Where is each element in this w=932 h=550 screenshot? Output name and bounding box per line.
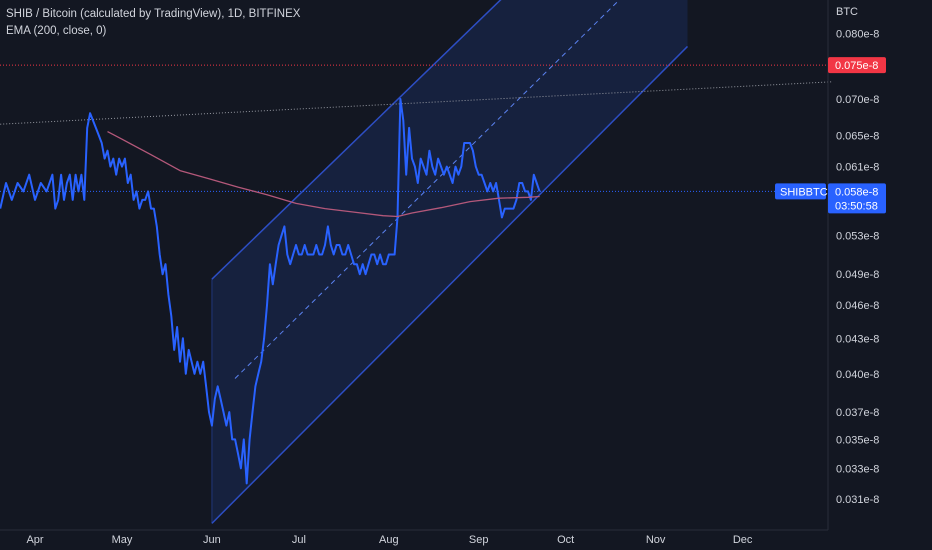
series-layer xyxy=(0,98,541,485)
x-tick-label: Dec xyxy=(733,534,753,546)
x-tick-label: Nov xyxy=(646,534,666,546)
y-tick-label: 0.035e-8 xyxy=(836,434,879,446)
y-tick-label: 0.049e-8 xyxy=(836,269,879,281)
dotted-trend-line[interactable] xyxy=(0,81,833,125)
current-price-label: 0.058e-8 xyxy=(835,186,878,198)
y-axis-unit-label: BTC xyxy=(836,6,858,18)
x-tick-label: Oct xyxy=(557,534,574,546)
chart-legend: SHIB / Bitcoin (calculated by TradingVie… xyxy=(6,6,300,40)
alert-price-tag xyxy=(828,57,886,74)
symbol-title[interactable]: SHIB / Bitcoin (calculated by TradingVie… xyxy=(6,8,301,20)
y-tick-label: 0.053e-8 xyxy=(836,231,879,243)
x-tick-label: Jul xyxy=(292,534,306,546)
y-tick-label: 0.070e-8 xyxy=(836,94,879,106)
time-axis[interactable]: Apr May Jun Jul Aug Sep Oct Nov Dec xyxy=(26,534,752,546)
ema-series-line xyxy=(107,131,540,218)
y-tick-label: 0.046e-8 xyxy=(836,300,879,312)
price-axis[interactable]: BTC 0.080e-8 0.070e-8 0.065e-8 0.061e-8 0.05… xyxy=(836,6,879,506)
y-tick-label: 0.033e-8 xyxy=(836,463,879,475)
y-tick-label: 0.043e-8 xyxy=(836,333,879,345)
alert-price-label: 0.075e-8 xyxy=(835,60,878,72)
y-tick-label: 0.037e-8 xyxy=(836,407,879,419)
channel-midline xyxy=(234,0,620,379)
current-price-tag xyxy=(828,183,886,214)
y-tick-label: 0.061e-8 xyxy=(836,162,879,174)
channel-lower-line[interactable] xyxy=(211,45,689,524)
y-tick-label: 0.031e-8 xyxy=(836,494,879,506)
channel-fill xyxy=(211,0,688,524)
price-series-line xyxy=(0,98,541,485)
reference-lines xyxy=(0,64,833,192)
x-tick-label: Jun xyxy=(203,534,221,546)
y-tick-label: 0.065e-8 xyxy=(836,130,879,142)
y-tick-label: 0.040e-8 xyxy=(836,369,879,381)
y-tick-label: 0.080e-8 xyxy=(836,28,879,40)
bar-countdown-label: 03:50:58 xyxy=(835,200,878,212)
symbol-tag-label: SHIBBTC xyxy=(780,186,828,198)
x-tick-label: Apr xyxy=(26,534,43,546)
price-tags: 0.075e-8 SHIBBTC 0.058e-8 03:50:58 xyxy=(775,57,886,214)
symbol-tag xyxy=(775,183,826,200)
x-tick-label: Sep xyxy=(469,534,489,546)
x-tick-label: May xyxy=(112,534,133,546)
x-tick-label: Aug xyxy=(379,534,399,546)
indicator-label[interactable]: EMA (200, close, 0) xyxy=(6,25,107,37)
